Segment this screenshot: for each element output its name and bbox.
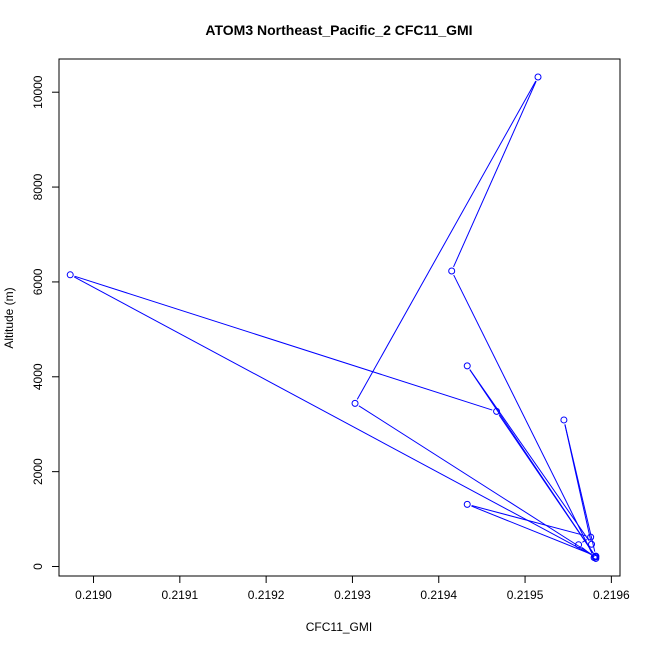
y-axis-label: Altitude (m) (2, 287, 16, 348)
data-point (493, 407, 501, 415)
y-tick-label: 4000 (31, 363, 45, 390)
y-tick-label: 0 (31, 563, 45, 570)
data-point (575, 541, 583, 549)
x-tick-label: 0.2194 (420, 588, 457, 602)
series-segment (453, 274, 593, 554)
data-point (66, 271, 74, 279)
x-tick-label: 0.2195 (507, 588, 544, 602)
series-segment (471, 505, 592, 555)
x-tick-label: 0.2190 (75, 588, 112, 602)
x-tick-label: 0.2192 (248, 588, 285, 602)
series-segment (564, 424, 592, 540)
data-point (591, 553, 599, 561)
chart-title: ATOM3 Northeast_Pacific_2 CFC11_GMI (205, 22, 472, 38)
y-tick-label: 6000 (31, 268, 45, 295)
y-tick-label: 10000 (31, 75, 45, 109)
x-tick-label: 0.2196 (593, 588, 630, 602)
series-lines (73, 80, 596, 557)
x-tick-label: 0.2191 (161, 588, 198, 602)
x-axis: 0.2190 0.2191 0.2192 0.2193 0.2194 0.2195 0.21… (75, 576, 630, 602)
plot-frame (58, 58, 621, 577)
data-point (588, 540, 596, 548)
x-tick-label: 0.2193 (334, 588, 371, 602)
y-axis: 0 2000 4000 6000 8000 10000 (31, 75, 59, 570)
data-point (448, 267, 456, 275)
data-point (463, 362, 471, 370)
series-segment (453, 80, 537, 268)
x-axis-label: CFC11_GMI (306, 620, 372, 634)
series-segment (73, 276, 592, 555)
series-segment (469, 369, 590, 541)
series-points (66, 73, 600, 562)
data-point (463, 500, 471, 508)
data-point (560, 416, 568, 424)
data-point (590, 554, 598, 562)
data-point (587, 533, 595, 541)
y-tick-label: 8000 (31, 173, 45, 200)
series-segment (74, 275, 493, 411)
y-tick-label: 2000 (31, 458, 45, 485)
data-point (351, 399, 359, 407)
series-segment (358, 405, 592, 555)
data-point (534, 73, 542, 81)
series-segment (498, 414, 594, 554)
series-segment (356, 80, 537, 400)
